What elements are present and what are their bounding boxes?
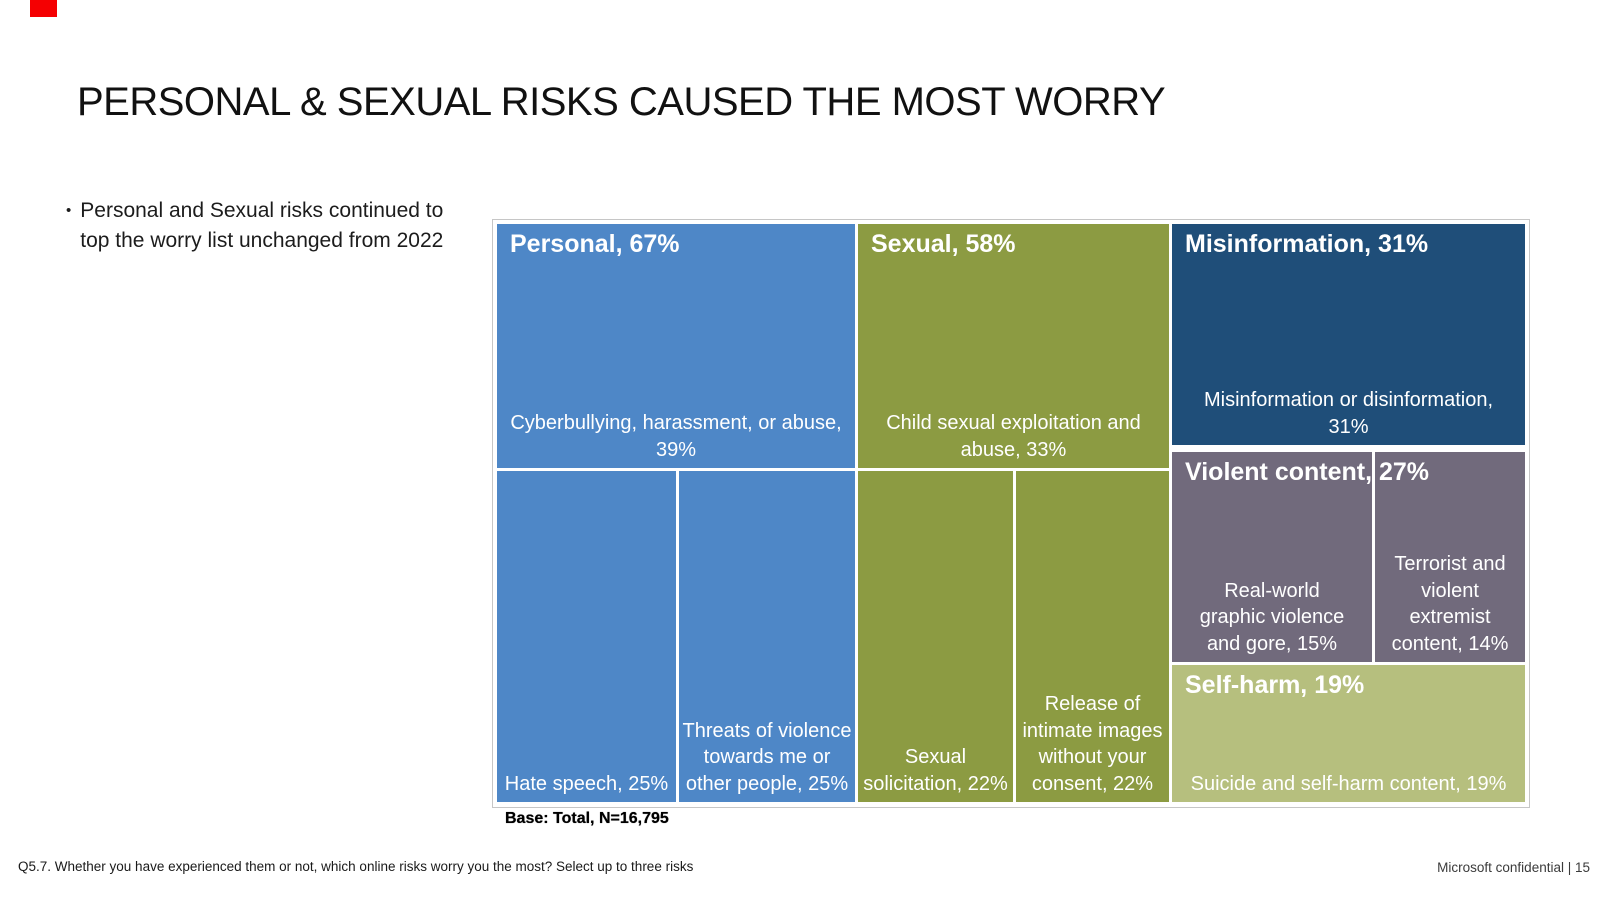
treemap-cell-graphic-violence: Real-world graphic violence and gore, 15… [1172, 452, 1372, 662]
group-header-violent-content: Violent content, 27% [1185, 458, 1430, 486]
leaf-label-child-exploitation: Child sexual exploitation and abuse, 33% [886, 412, 1141, 461]
group-header-sexual: Sexual, 58% [871, 230, 1016, 258]
leaf-label-terrorist-content: Terrorist and violent extremist content,… [1391, 553, 1509, 655]
leaf-label-threats: Threats of violence towards me or other … [682, 719, 852, 795]
treemap-cell-intimate-images: Release of intimate images without your … [1016, 471, 1169, 802]
bullet-text: Personal and Sexual risks continued to t… [80, 199, 444, 252]
treemap-cell-hate-speech: Hate speech, 25% [497, 471, 676, 802]
leaf-label-intimate-images: Release of intimate images without your … [1022, 693, 1163, 795]
treemap-cell-terrorist-content: Terrorist and violent extremist content,… [1375, 452, 1525, 662]
bullet-icon: • [66, 202, 72, 219]
leaf-label-misinformation: Misinformation or disinformation, 31% [1204, 389, 1493, 438]
leaf-label-graphic-violence: Real-world graphic violence and gore, 15… [1199, 579, 1345, 655]
leaf-label-cyberbullying: Cyberbullying, harassment, or abuse, 39% [510, 412, 842, 461]
page-title: PERSONAL & SEXUAL RISKS CAUSED THE MOST … [77, 80, 1166, 124]
treemap-cell-child-exploitation: Sexual, 58% Child sexual exploitation an… [858, 224, 1169, 468]
treemap-cell-threats: Threats of violence towards me or other … [679, 471, 855, 802]
treemap-cell-misinformation: Misinformation, 31% Misinformation or di… [1172, 224, 1525, 445]
bullet-list: • Personal and Sexual risks continued to… [66, 196, 444, 256]
leaf-label-hate-speech: Hate speech, 25% [504, 772, 669, 795]
group-header-misinformation: Misinformation, 31% [1185, 230, 1429, 258]
confidential-page-label: Microsoft confidential | 15 [1437, 860, 1590, 875]
treemap-cell-solicitation: Sexual solicitation, 22% [858, 471, 1013, 802]
treemap-cell-cyberbullying: Personal, 67% Cyberbullying, harassment,… [497, 224, 855, 468]
red-marker [30, 0, 57, 17]
treemap-cell-self-harm: Self-harm, 19% Suicide and self-harm con… [1172, 665, 1525, 802]
group-header-self-harm: Self-harm, 19% [1185, 671, 1365, 699]
treemap-chart: Personal, 67% Cyberbullying, harassment,… [492, 219, 1530, 808]
leaf-label-self-harm: Suicide and self-harm content, 19% [1190, 772, 1507, 795]
leaf-label-solicitation: Sexual solicitation, 22% [863, 746, 1008, 795]
base-note: Base: Total, N=16,795 [505, 810, 669, 827]
question-footnote: Q5.7. Whether you have experienced them … [18, 859, 694, 874]
group-header-personal: Personal, 67% [510, 230, 680, 258]
